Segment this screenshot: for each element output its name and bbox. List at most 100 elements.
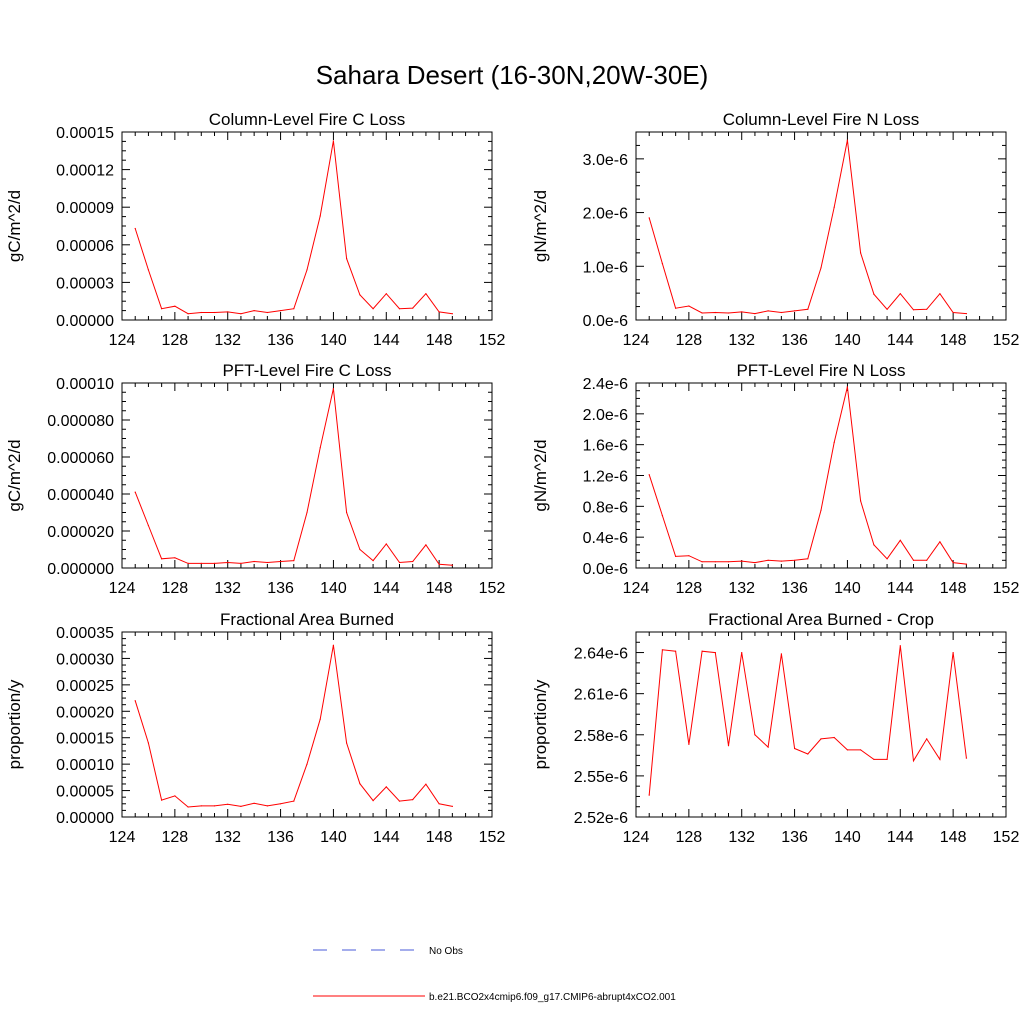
data-point xyxy=(280,560,282,563)
data-point xyxy=(161,799,163,801)
series-line xyxy=(648,386,967,565)
data-point xyxy=(359,548,361,551)
y-tick-label: 0.00025 xyxy=(56,678,114,695)
legend: No Obs b.e21.BCO2x4cmip6.f09_g17.CMIP6-ab… xyxy=(313,946,676,1003)
panel-title: PFT-Level Fire C Loss xyxy=(222,361,391,380)
plot-frame xyxy=(635,382,1007,569)
x-tick-label: 128 xyxy=(162,332,189,349)
data-point xyxy=(965,757,968,759)
y-tick-label: 2.4e-6 xyxy=(583,376,628,393)
data-point xyxy=(675,555,677,558)
data-point xyxy=(227,311,229,313)
data-point xyxy=(939,293,941,295)
x-tick-label: 124 xyxy=(109,580,136,597)
x-tick-label: 136 xyxy=(781,332,808,349)
data-point xyxy=(675,650,677,652)
data-point xyxy=(794,310,796,312)
data-point xyxy=(266,561,268,564)
y-tick-label: 0.00006 xyxy=(56,238,114,255)
data-point xyxy=(714,652,716,654)
x-tick-label: 136 xyxy=(781,580,808,597)
data-point xyxy=(412,307,414,309)
data-point xyxy=(161,558,163,560)
main-title: Sahara Desert (16-30N,20W-30E) xyxy=(315,60,709,90)
panel-title: Column-Level Fire N Loss xyxy=(723,110,920,129)
y-tick-label: 0.00009 xyxy=(56,200,114,217)
data-point xyxy=(780,560,783,562)
series-line xyxy=(134,140,453,315)
data-point xyxy=(359,783,361,785)
data-point xyxy=(451,564,453,566)
x-tick-label: 132 xyxy=(728,829,755,846)
data-point xyxy=(425,783,427,785)
data-point xyxy=(319,215,321,217)
x-tick-label: 144 xyxy=(373,332,400,349)
x-tick-label: 152 xyxy=(479,332,506,349)
data-point xyxy=(688,555,690,557)
y-axis-label: gC/m^2/d xyxy=(5,439,24,511)
data-point xyxy=(213,805,216,807)
plot-frame xyxy=(635,131,1007,321)
data-point xyxy=(767,746,769,748)
data-point xyxy=(886,308,888,310)
data-point xyxy=(359,294,361,296)
y-tick-label: 0.00005 xyxy=(56,784,114,801)
data-point xyxy=(741,311,743,313)
data-point xyxy=(833,736,835,739)
data-point xyxy=(912,760,915,762)
data-point xyxy=(899,539,901,541)
chart-panel-6: Fractional Area Burned - Crop proportion/… xyxy=(531,610,1019,846)
data-point xyxy=(346,742,348,744)
data-point xyxy=(714,561,716,563)
y-axis-label: gN/m^2/d xyxy=(531,190,550,262)
x-tick-label: 144 xyxy=(373,580,400,597)
data-point xyxy=(346,258,348,260)
data-point xyxy=(939,541,941,543)
y-axis-label: gC/m^2/d xyxy=(5,190,24,262)
data-point xyxy=(372,560,374,562)
x-tick-label: 152 xyxy=(993,332,1020,349)
x-tick-label: 136 xyxy=(267,332,294,349)
y-tick-label: 2.55e-6 xyxy=(574,769,628,786)
data-point xyxy=(648,474,650,476)
y-tick-label: 2.64e-6 xyxy=(574,646,628,663)
data-point xyxy=(661,515,664,517)
data-point xyxy=(754,313,756,315)
y-tick-label: 3.0e-6 xyxy=(583,152,628,169)
data-point xyxy=(846,386,849,388)
x-tick-label: 132 xyxy=(728,332,755,349)
data-point xyxy=(661,263,664,265)
panel-title: Column-Level Fire C Loss xyxy=(209,110,406,129)
y-tick-label: 0.0e-6 xyxy=(583,561,628,578)
data-point xyxy=(873,293,875,295)
x-tick-label: 124 xyxy=(623,580,650,597)
data-point xyxy=(675,307,677,309)
y-tick-label: 2.52e-6 xyxy=(574,810,628,827)
y-tick-label: 0.00035 xyxy=(56,625,114,642)
x-tick-label: 140 xyxy=(320,332,347,349)
y-tick-label: 0.00000 xyxy=(56,810,114,827)
x-tick-label: 152 xyxy=(479,829,506,846)
plot-frame xyxy=(121,382,493,569)
data-point xyxy=(319,447,321,449)
data-point xyxy=(306,511,308,514)
x-tick-label: 148 xyxy=(940,580,967,597)
data-point xyxy=(965,313,968,315)
data-point xyxy=(701,312,703,314)
panel-title: Fractional Area Burned - Crop xyxy=(708,610,934,629)
data-point xyxy=(820,509,822,511)
data-point xyxy=(385,543,387,545)
data-point xyxy=(332,644,334,646)
data-point xyxy=(161,308,163,310)
y-tick-label: 1.0e-6 xyxy=(583,259,628,276)
x-tick-label: 128 xyxy=(676,829,703,846)
x-tick-label: 152 xyxy=(993,580,1020,597)
y-tick-label: 2.58e-6 xyxy=(574,728,628,745)
plot-frame xyxy=(121,131,493,321)
x-tick-label: 128 xyxy=(676,580,703,597)
y-tick-label: 0.000040 xyxy=(47,487,114,504)
x-tick-label: 148 xyxy=(426,580,453,597)
y-axis-label: proportion/y xyxy=(531,679,550,769)
data-point xyxy=(899,293,901,295)
data-point xyxy=(926,308,928,310)
